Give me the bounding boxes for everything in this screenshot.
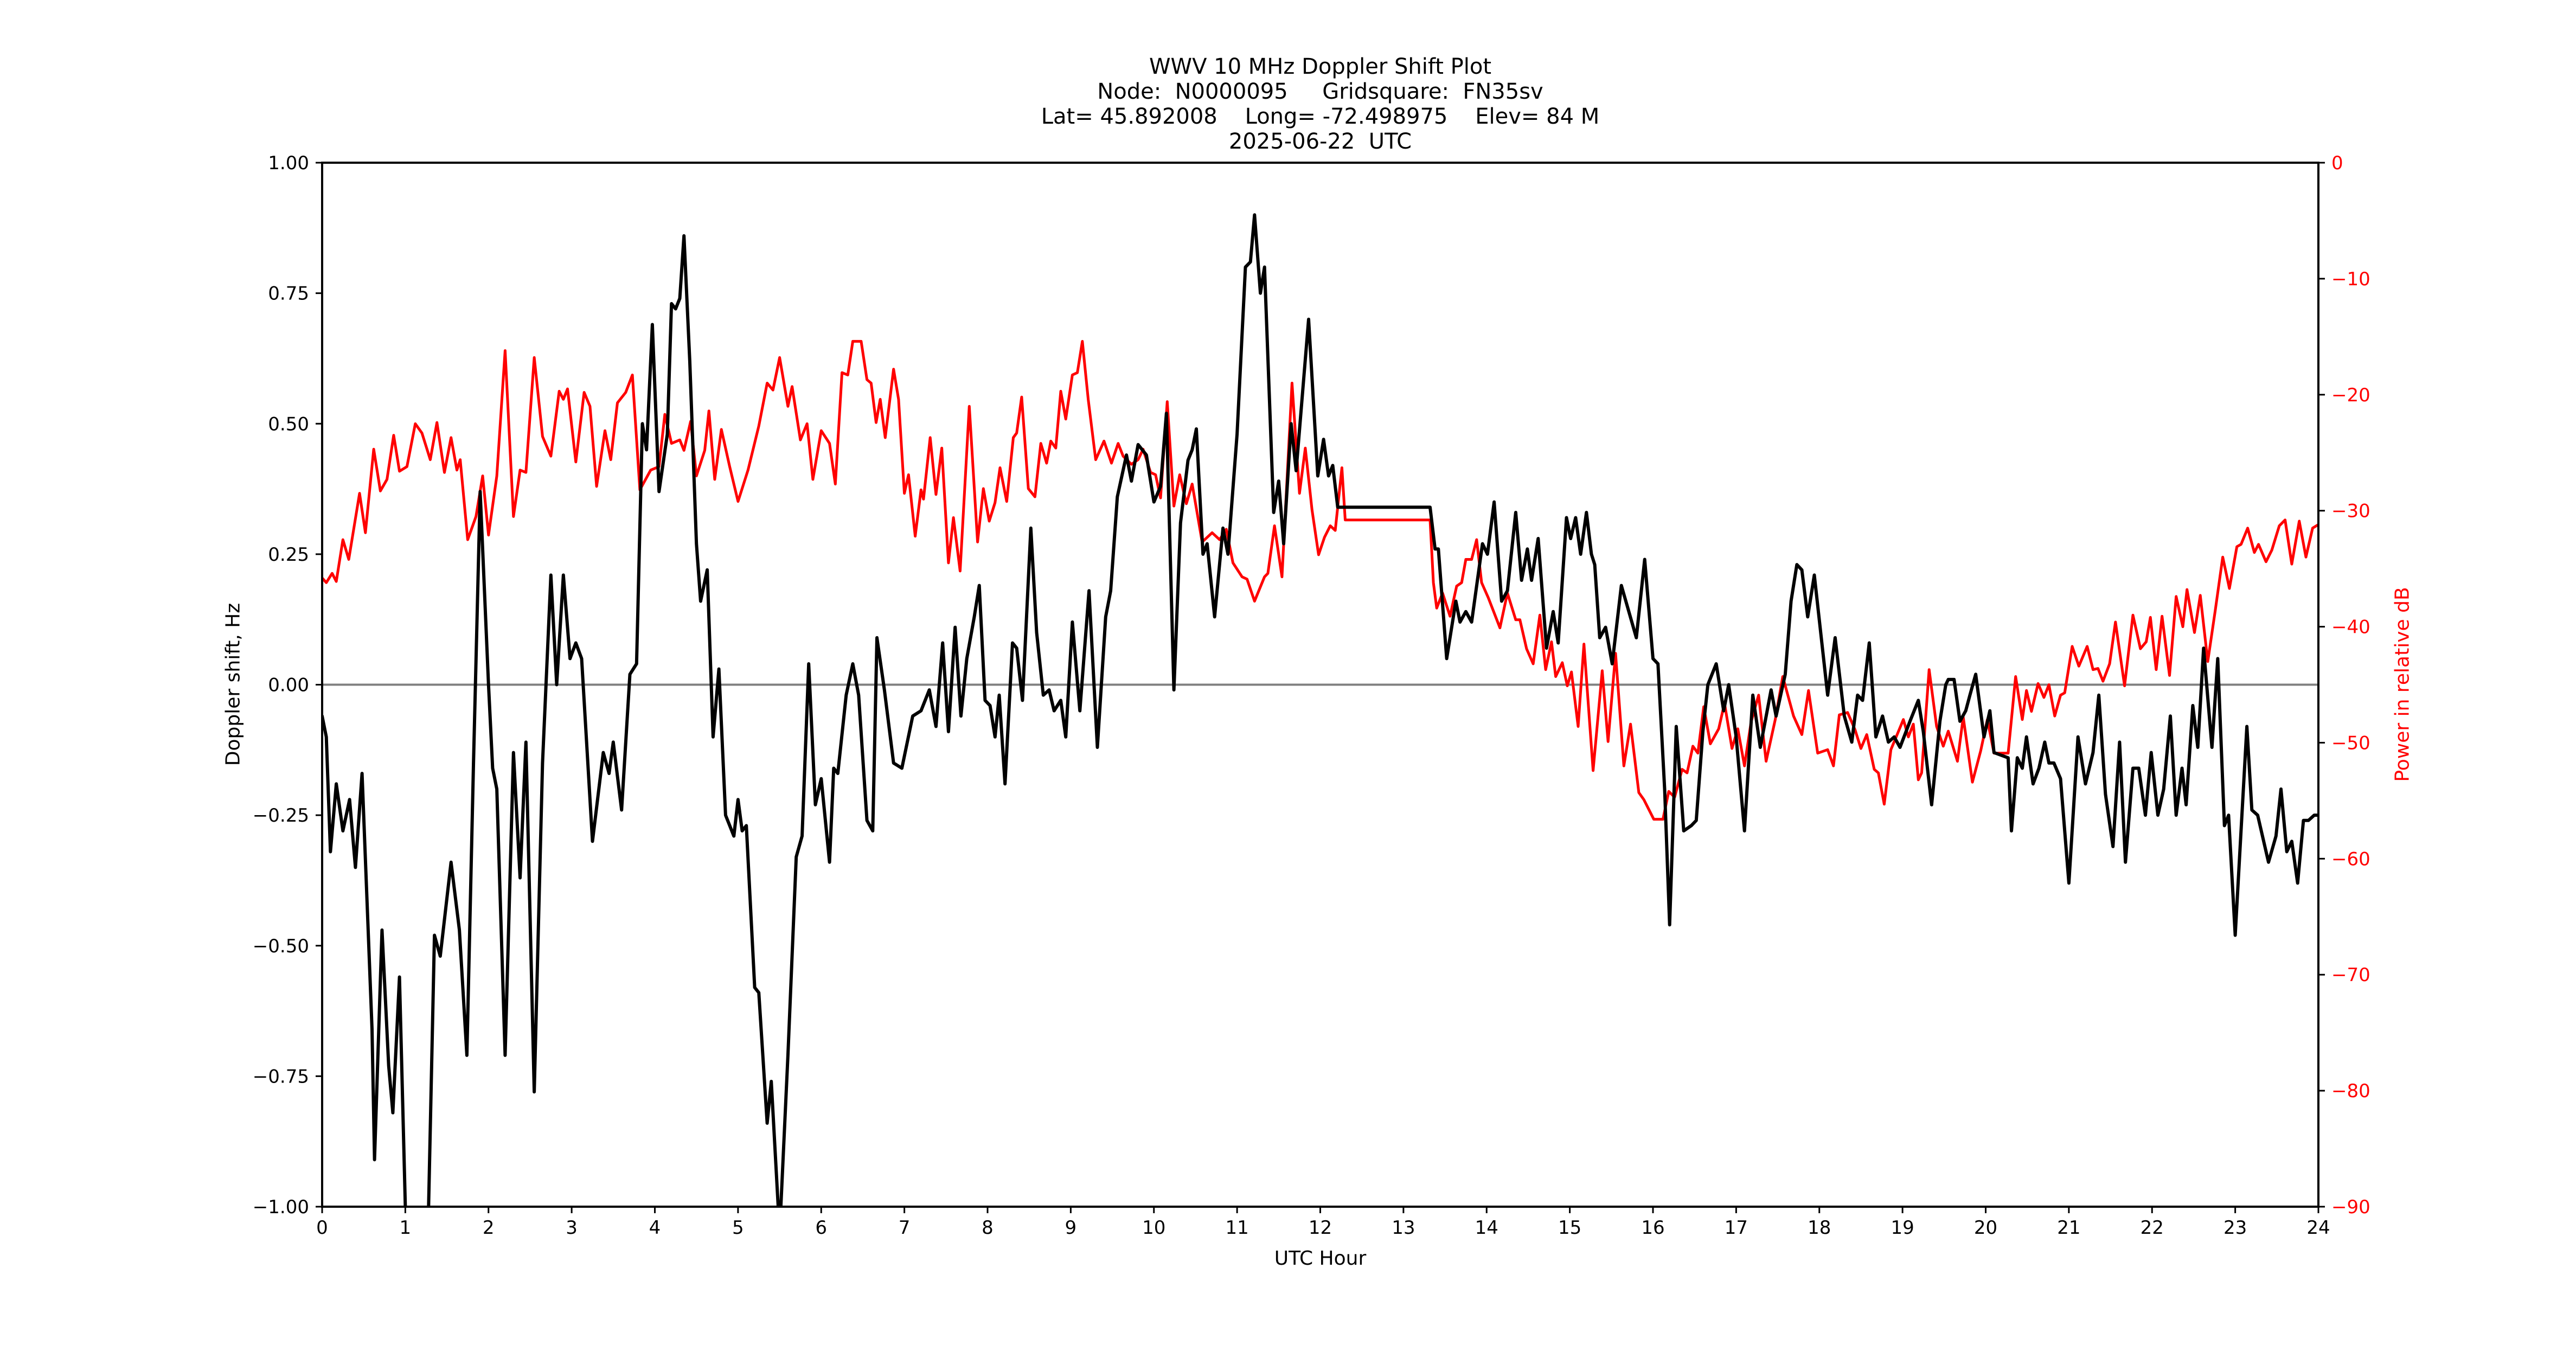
data-series xyxy=(322,213,2318,1207)
right-tick-label: −40 xyxy=(2331,617,2370,638)
x-tick-label: 18 xyxy=(1808,1217,1831,1239)
x-tick-label: 14 xyxy=(1475,1217,1498,1239)
x-tick-label: 0 xyxy=(316,1217,328,1239)
left-y-axis-ticks: 1.00 0.75 0.50 0.25 0.00 −0.25 −0.50 −0.75 −1.00 xyxy=(253,152,322,1218)
right-tick-label: −50 xyxy=(2331,732,2370,754)
left-tick-label: −0.50 xyxy=(253,936,309,957)
left-tick-label: −0.25 xyxy=(253,805,309,827)
x-tick-label: 9 xyxy=(1065,1217,1077,1239)
left-tick-label: 0.75 xyxy=(268,283,309,305)
x-tick-label: 2 xyxy=(483,1217,495,1239)
x-tick-label: 20 xyxy=(1974,1217,1997,1239)
x-tick-label: 12 xyxy=(1309,1217,1332,1239)
right-tick-label: −70 xyxy=(2331,964,2370,986)
right-tick-label: −60 xyxy=(2331,848,2370,870)
x-axis-ticks: 0 1 2 3 4 5 6 7 8 9 10 11 12 13 14 15 16 17 18 19 20 21 22 23 24 xyxy=(316,1207,2330,1239)
x-tick-label: 1 xyxy=(400,1217,412,1239)
x-tick-label: 7 xyxy=(899,1217,911,1239)
x-tick-label: 21 xyxy=(2057,1217,2080,1239)
x-tick-label: 15 xyxy=(1558,1217,1581,1239)
chart-subtitle-node: Node: N0000095 Gridsquare: FN35sv xyxy=(1097,79,1543,104)
chart-subtitle-date: 2025-06-22 UTC xyxy=(1228,129,1412,154)
right-y-axis-ticks: 0 −10 −20 −30 −40 −50 −60 −70 −80 −90 xyxy=(2318,152,2370,1218)
x-tick-label: 22 xyxy=(2141,1217,2164,1239)
x-tick-label: 10 xyxy=(1142,1217,1165,1239)
x-tick-label: 17 xyxy=(1725,1217,1748,1239)
x-tick-label: 13 xyxy=(1392,1217,1415,1239)
left-tick-label: 0.25 xyxy=(268,544,309,566)
right-tick-label: −80 xyxy=(2331,1080,2370,1102)
x-tick-label: 8 xyxy=(982,1217,994,1239)
right-tick-label: −90 xyxy=(2331,1196,2370,1218)
right-y-axis-label: Power in relative dB xyxy=(2391,587,2414,782)
x-tick-label: 23 xyxy=(2223,1217,2247,1239)
chart-subtitle-location: Lat= 45.892008 Long= -72.498975 Elev= 84… xyxy=(1041,104,1600,129)
x-tick-label: 5 xyxy=(732,1217,744,1239)
x-tick-label: 11 xyxy=(1225,1217,1248,1239)
power-series-line xyxy=(322,340,2318,821)
right-tick-label: −10 xyxy=(2331,268,2370,290)
x-tick-label: 16 xyxy=(1641,1217,1664,1239)
x-tick-label: 6 xyxy=(815,1217,827,1239)
x-tick-label: 3 xyxy=(566,1217,578,1239)
x-tick-label: 24 xyxy=(2306,1217,2330,1239)
left-y-axis-label: Doppler shift, Hz xyxy=(222,603,245,766)
x-axis-label: UTC Hour xyxy=(1274,1247,1367,1270)
x-tick-label: 4 xyxy=(649,1217,661,1239)
left-tick-label: −1.00 xyxy=(253,1196,309,1218)
right-tick-label: −30 xyxy=(2331,501,2370,522)
chart-title: WWV 10 MHz Doppler Shift Plot xyxy=(1149,54,1492,79)
chart-title-block: WWV 10 MHz Doppler Shift Plot Node: N000… xyxy=(322,54,2318,154)
right-tick-label: −20 xyxy=(2331,385,2370,406)
right-tick-label: 0 xyxy=(2331,152,2343,174)
left-tick-label: 0.50 xyxy=(268,413,309,435)
left-tick-label: 1.00 xyxy=(268,152,309,174)
left-tick-label: 0.00 xyxy=(268,675,309,696)
x-tick-label: 19 xyxy=(1891,1217,1914,1239)
doppler-series-line xyxy=(322,213,2318,1207)
left-tick-label: −0.75 xyxy=(253,1066,309,1087)
